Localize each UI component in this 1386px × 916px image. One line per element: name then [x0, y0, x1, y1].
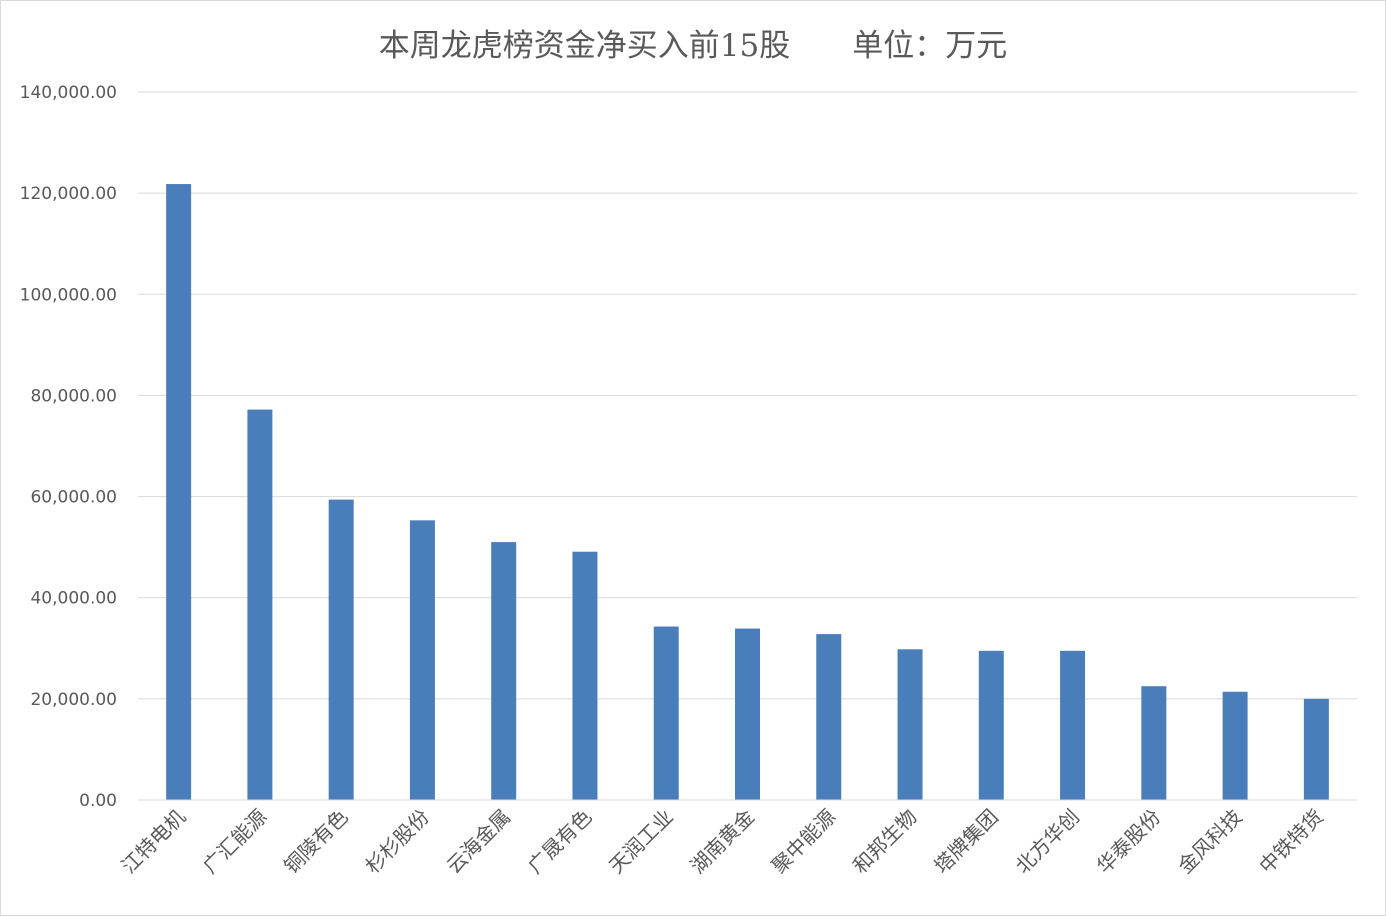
- bar: [897, 649, 923, 800]
- bar: [491, 542, 517, 800]
- y-tick-label: 20,000.00: [30, 690, 117, 710]
- bar: [247, 409, 273, 800]
- bar: [1222, 691, 1248, 800]
- bar: [328, 499, 354, 800]
- x-tick-label: 云海金属: [442, 805, 516, 879]
- x-tick-label: 和邦生物: [848, 805, 922, 879]
- bar: [1060, 650, 1086, 800]
- x-tick-label: 聚中能源: [767, 805, 841, 879]
- x-tick-label: 湖南黄金: [685, 805, 759, 879]
- x-tick-label: 北方华创: [1011, 805, 1085, 879]
- x-tick-label: 塔牌集团: [929, 805, 1003, 879]
- x-tick-label: 中铁特货: [1254, 805, 1328, 879]
- y-tick-label: 60,000.00: [30, 488, 117, 508]
- x-tick-label: 广晟有色: [523, 805, 597, 879]
- x-tick-label: 天润工业: [604, 805, 678, 879]
- bar: [653, 626, 679, 800]
- bar: [572, 551, 598, 800]
- bar: [409, 520, 435, 800]
- bar: [735, 628, 760, 800]
- x-axis: 江特电机 广汇能源 铜陵有色 杉杉股份 云海金属 广晟有色 天润工业 湖南黄金 聚中能源 和邦生物…: [117, 799, 1357, 879]
- x-tick-label: 铜陵有色: [279, 805, 353, 879]
- x-tick-label: 江特电机: [117, 805, 191, 879]
- x-tick-label: 广汇能源: [198, 805, 272, 879]
- x-tick-label: 华泰股份: [1092, 805, 1166, 879]
- bar: [978, 650, 1004, 800]
- bar: [1303, 698, 1329, 800]
- chart-title: 本周龙虎榜资金净买入前15股 单位：万元: [378, 28, 1008, 64]
- x-tick-label: 金风科技: [1173, 805, 1247, 879]
- bar: [816, 634, 842, 800]
- y-tick-label: 100,000.00: [20, 285, 117, 305]
- y-tick-label: 80,000.00: [30, 386, 117, 406]
- y-tick-label: 140,000.00: [20, 83, 117, 103]
- bar: [166, 184, 192, 801]
- gridlines: [138, 91, 1357, 700]
- x-tick-label: 杉杉股份: [360, 805, 434, 879]
- y-axis: 0.00 20,000.00 40,000.00 60,000.00 80,000.00…: [20, 83, 117, 811]
- bar: [1141, 686, 1167, 800]
- y-tick-label: 0.00: [79, 791, 117, 811]
- y-tick-label: 120,000.00: [20, 184, 117, 204]
- bars: [166, 184, 1329, 801]
- y-tick-label: 40,000.00: [30, 589, 117, 609]
